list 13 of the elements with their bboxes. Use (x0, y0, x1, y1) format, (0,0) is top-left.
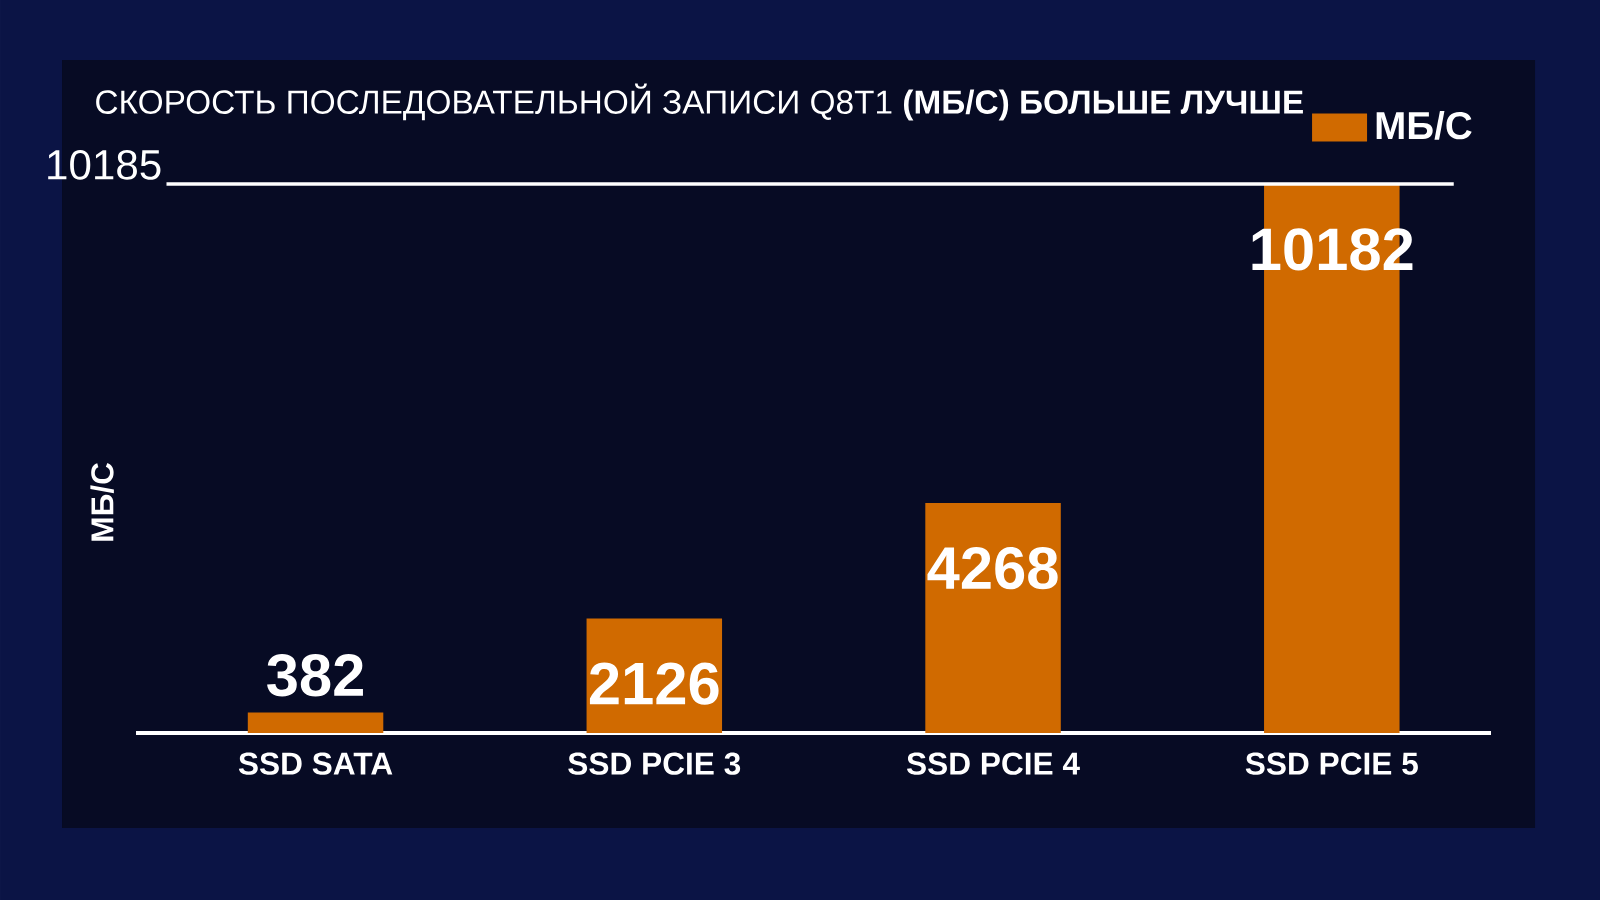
bar (925, 502, 1061, 733)
legend-label: МБ/С (1376, 110, 1472, 140)
x-tick-label: SSD PCIE 4 (906, 752, 1080, 775)
data-label: 4268 (927, 546, 1058, 590)
y-axis-title: МБ/С (90, 462, 114, 541)
chart-title: СКОРОСТЬ ПОСЛЕДОВАТЕЛЬНОЙ ЗАПИСИ Q8T1 (МБ/С) БОЛЬШЕ ЛУЧШЕ (96, 83, 1303, 121)
x-tick-label: SSD SATA (238, 752, 393, 775)
data-label: 382 (267, 654, 363, 697)
x-tick-label: SSD PCIE 5 (1245, 752, 1418, 775)
ref-line-label: 10185 (48, 149, 161, 180)
x-tick-label: SSD PCIE 3 (568, 752, 741, 775)
bar (247, 712, 384, 733)
data-label: 2126 (589, 662, 719, 705)
